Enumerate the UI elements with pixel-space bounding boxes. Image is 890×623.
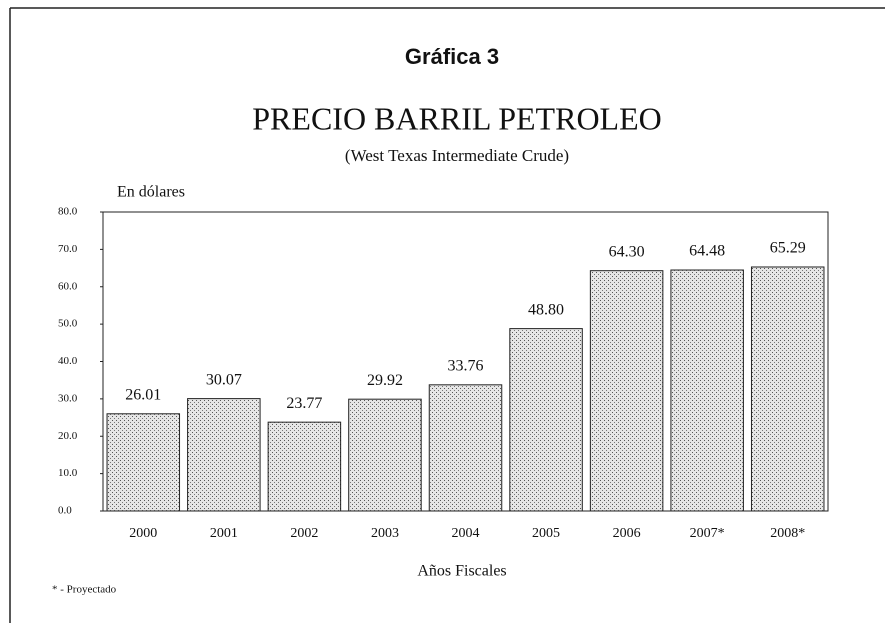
data-label: 64.30 bbox=[609, 243, 645, 260]
data-label: 26.01 bbox=[125, 386, 161, 403]
x-tick-label: 2006 bbox=[613, 526, 641, 541]
data-label: 30.07 bbox=[206, 371, 242, 388]
data-label: 29.92 bbox=[367, 372, 403, 389]
x-tick-label: 2001 bbox=[210, 526, 238, 541]
y-tick-label: 30.0 bbox=[58, 392, 78, 404]
y-tick-label: 0.0 bbox=[58, 505, 72, 517]
bar bbox=[670, 269, 744, 512]
bar bbox=[187, 398, 261, 512]
bar bbox=[267, 421, 342, 512]
note: * - Proyectado bbox=[52, 584, 117, 596]
chart-header: Gráfica 3 bbox=[405, 44, 499, 69]
x-tick-label: 2000 bbox=[129, 526, 157, 541]
data-label: 33.76 bbox=[448, 357, 484, 374]
x-tick-label: 2002 bbox=[290, 526, 318, 541]
x-tick-label: 2003 bbox=[371, 526, 399, 541]
y-tick-label: 40.0 bbox=[58, 355, 78, 367]
bar bbox=[106, 413, 181, 512]
y-tick-label: 70.0 bbox=[58, 243, 78, 255]
chart-subtitle: (West Texas Intermediate Crude) bbox=[345, 146, 569, 165]
bar bbox=[348, 398, 422, 512]
y-tick-label: 80.0 bbox=[58, 206, 78, 218]
bar bbox=[509, 328, 583, 512]
bar bbox=[589, 270, 664, 512]
x-tick-label: 2004 bbox=[452, 526, 480, 541]
x-tick-label: 2008* bbox=[770, 526, 805, 541]
data-label: 65.29 bbox=[770, 240, 806, 257]
chart-title: PRECIO BARRIL PETROLEO bbox=[252, 100, 662, 136]
bar bbox=[428, 384, 503, 512]
data-label: 64.48 bbox=[689, 243, 725, 260]
y-tick-label: 50.0 bbox=[58, 318, 78, 330]
data-label: 48.80 bbox=[528, 301, 564, 318]
bar bbox=[750, 266, 825, 512]
y-tick-label: 10.0 bbox=[58, 467, 78, 479]
y-tick-label: 60.0 bbox=[58, 280, 78, 292]
x-tick-label: 2007* bbox=[690, 526, 725, 541]
x-tick-label: 2005 bbox=[532, 526, 560, 541]
y-tick-label: 20.0 bbox=[58, 430, 78, 442]
x-axis-label: Años Fiscales bbox=[417, 563, 506, 580]
data-label: 23.77 bbox=[286, 395, 322, 412]
y-axis-label: En dólares bbox=[117, 184, 185, 201]
